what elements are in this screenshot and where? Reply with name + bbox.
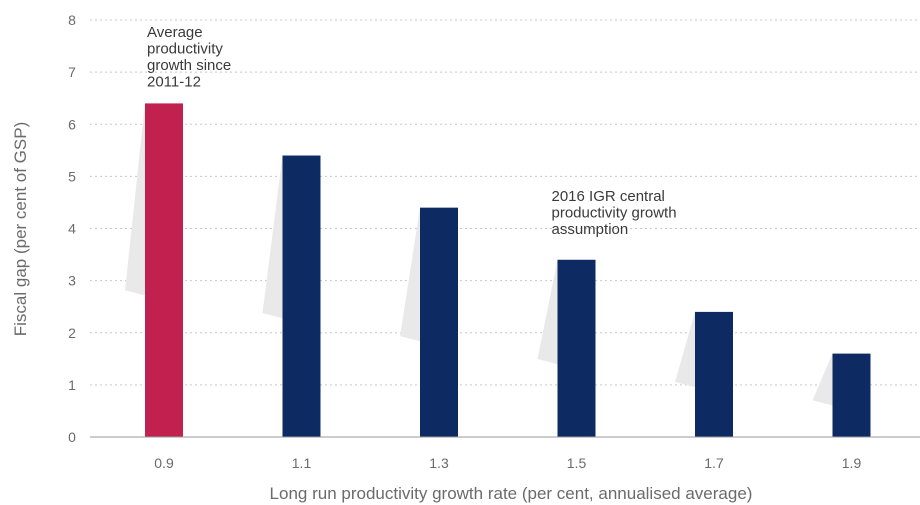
- y-tick-labels: 0 1 2 3 4 5 6 7 8: [68, 12, 76, 445]
- y-tick-label: 8: [68, 12, 76, 28]
- bar-shadow: [263, 156, 286, 320]
- annotation-line: Average: [147, 24, 203, 41]
- x-tick-label: 1.5: [567, 455, 587, 471]
- x-tick-label: 1.3: [429, 455, 449, 471]
- x-tick-label: 0.9: [154, 455, 174, 471]
- y-tick-label: 0: [68, 429, 76, 445]
- bar: [833, 354, 871, 437]
- bar-shadow: [538, 260, 561, 365]
- gridlines: [90, 20, 920, 385]
- x-axis-title: Long run productivity growth rate (per c…: [270, 484, 753, 503]
- y-tick-label: 5: [68, 168, 76, 184]
- y-tick-label: 4: [68, 221, 76, 237]
- y-tick-label: 3: [68, 273, 76, 289]
- x-tick-label: 1.1: [292, 455, 312, 471]
- y-axis-title: Fiscal gap (per cent of GSP): [11, 122, 30, 336]
- bar: [283, 156, 321, 437]
- y-tick-label: 6: [68, 116, 76, 132]
- bar-shadow: [125, 103, 148, 296]
- bar-shadow: [400, 208, 423, 342]
- y-tick-label: 2: [68, 325, 76, 341]
- x-tick-labels: 0.9 1.1 1.3 1.5 1.7 1.9: [154, 455, 861, 471]
- x-tick-label: 1.7: [704, 455, 724, 471]
- annotation-line: 2011-12: [147, 74, 201, 91]
- bar-shadow: [675, 312, 698, 388]
- annotation-line: productivity: [147, 41, 223, 58]
- bar: [420, 208, 458, 437]
- annotation-line: productivity growth: [552, 205, 677, 222]
- x-tick-label: 1.9: [842, 455, 862, 471]
- bar: [145, 103, 183, 437]
- annotation-line: 2016 IGR central: [552, 188, 665, 205]
- bar: [695, 312, 733, 437]
- bars: [145, 103, 871, 437]
- annotation-line: assumption: [552, 221, 629, 238]
- annotation-line: growth since: [147, 57, 231, 74]
- bar: [558, 260, 596, 437]
- y-tick-label: 7: [68, 64, 76, 80]
- y-tick-label: 1: [68, 377, 76, 393]
- bar-shadow: [813, 354, 836, 407]
